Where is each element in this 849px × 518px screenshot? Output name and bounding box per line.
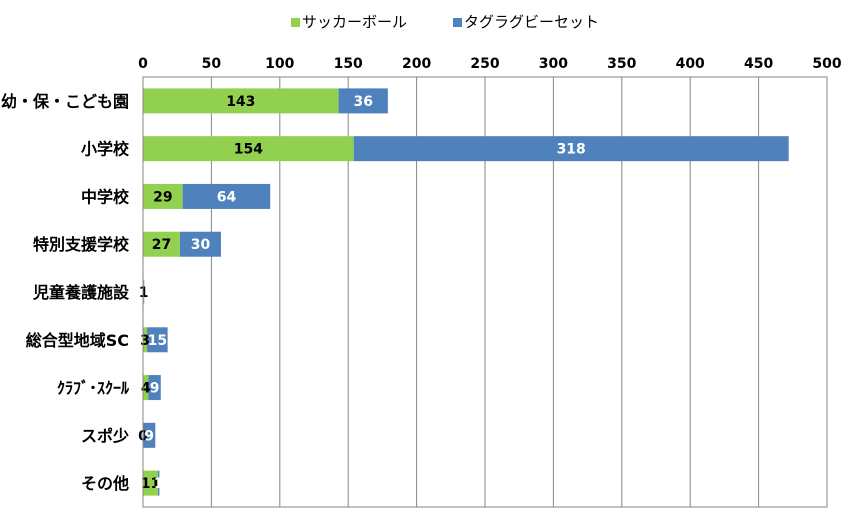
data-label: 9 [150, 381, 160, 397]
data-label: 15 [148, 333, 167, 349]
bar-segment [182, 183, 271, 209]
data-label: 3 [140, 333, 150, 349]
x-tick-label: 200 [402, 56, 431, 72]
data-label: 27 [152, 237, 171, 253]
data-label: 4 [141, 381, 151, 397]
bar-segment [147, 327, 168, 353]
x-tick-label: 250 [470, 56, 499, 72]
data-label: 9 [144, 428, 154, 444]
category-label: 中学校 [81, 187, 130, 206]
category-label: 小学校 [81, 140, 130, 159]
data-label: 143 [226, 94, 255, 110]
bar-segment [143, 88, 339, 114]
bar-segment [353, 136, 789, 162]
bar-segment [179, 231, 221, 257]
data-label: 29 [153, 189, 172, 205]
plot-area-frame [142, 76, 828, 508]
data-label: 318 [557, 142, 586, 158]
x-tick-label: 350 [607, 56, 636, 72]
legend: サッカーボール タグラグビーセット [291, 13, 599, 31]
legend-label: タグラグビーセット [464, 13, 599, 31]
data-label: 36 [354, 94, 373, 110]
x-axis-ticks: 0 50 100 150 200 250 300 350 400 450 500 [138, 56, 842, 72]
category-label: 児童養護施設 [32, 283, 130, 302]
x-tick-label: 50 [202, 56, 222, 72]
x-tick-label: 500 [812, 56, 841, 72]
bar-segment [143, 375, 149, 401]
x-tick-label: 300 [539, 56, 568, 72]
bar-segment [143, 231, 180, 257]
category-label: ｸﾗﾌﾞ･ｽｸｰﾙ [57, 379, 130, 398]
data-label: 11 [141, 476, 160, 492]
legend-swatch [291, 18, 300, 27]
legend-swatch [453, 18, 462, 27]
bar-segment [143, 422, 156, 448]
bar-segment [143, 470, 159, 496]
bar-segment [143, 327, 148, 353]
data-label: 30 [191, 237, 211, 253]
bars [143, 88, 789, 496]
bar-segment [338, 88, 388, 114]
data-label: 154 [234, 142, 263, 158]
category-label: スポ少 [81, 426, 129, 445]
bar-segment [143, 183, 183, 209]
data-label: 1 [154, 476, 164, 492]
x-tick-label: 450 [744, 56, 773, 72]
category-label: その他 [81, 474, 129, 493]
x-tick-label: 150 [334, 56, 363, 72]
bar-segment [148, 375, 161, 401]
x-tick-label: 100 [265, 56, 294, 72]
x-tick-label: 0 [138, 56, 148, 72]
category-label: 総合型地域SC [26, 331, 129, 350]
bar-segment [158, 470, 160, 496]
category-label: 特別支援学校 [33, 235, 130, 254]
x-tick-label: 400 [676, 56, 705, 72]
data-label: 64 [217, 189, 237, 205]
bar-segment [143, 279, 145, 305]
data-label: 1 [139, 285, 149, 301]
bar-segment [143, 136, 354, 162]
category-label: 幼・保・こども園 [1, 92, 129, 111]
legend-label: サッカーボール [302, 13, 407, 31]
